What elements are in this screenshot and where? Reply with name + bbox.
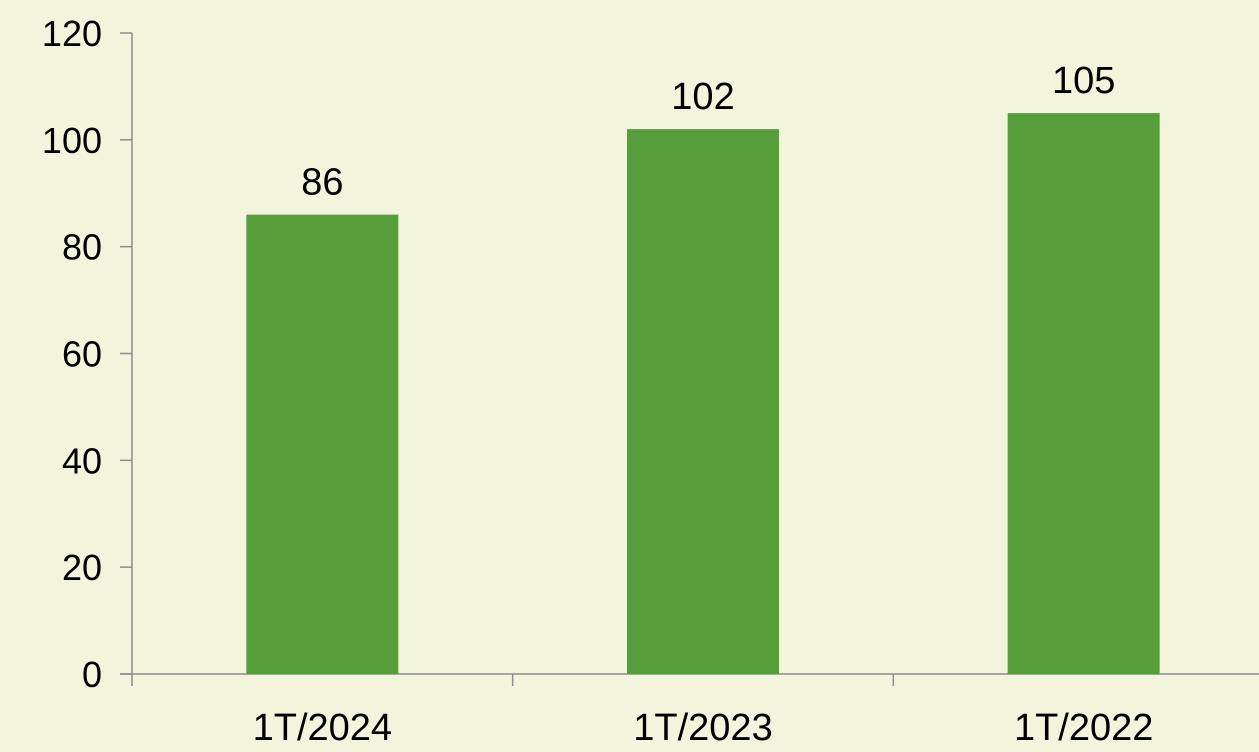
x-category-label: 1T/2023 <box>633 707 772 749</box>
bar <box>246 214 399 674</box>
y-tick-label: 100 <box>42 120 102 161</box>
y-tick-label: 120 <box>42 13 102 54</box>
y-tick-label: 20 <box>62 547 102 588</box>
bar-value-label: 86 <box>301 162 343 204</box>
y-tick-label: 0 <box>82 654 102 695</box>
bar-value-label: 105 <box>1052 60 1115 102</box>
y-tick-label: 60 <box>62 334 102 375</box>
x-axis: 1T/2024 1T/2023 1T/2022 <box>120 673 1259 749</box>
x-category-label: 1T/2024 <box>253 707 392 749</box>
bars <box>246 113 1160 674</box>
data-labels: 86 102 105 <box>301 60 1115 203</box>
bar-value-label: 102 <box>671 76 734 118</box>
x-category-label: 1T/2022 <box>1014 707 1153 749</box>
bar <box>1007 113 1160 674</box>
y-tick-label: 40 <box>62 440 102 481</box>
y-axis: 0 20 40 60 80 100 120 <box>42 13 133 695</box>
y-tick-label: 80 <box>62 227 102 268</box>
bar <box>627 129 779 674</box>
